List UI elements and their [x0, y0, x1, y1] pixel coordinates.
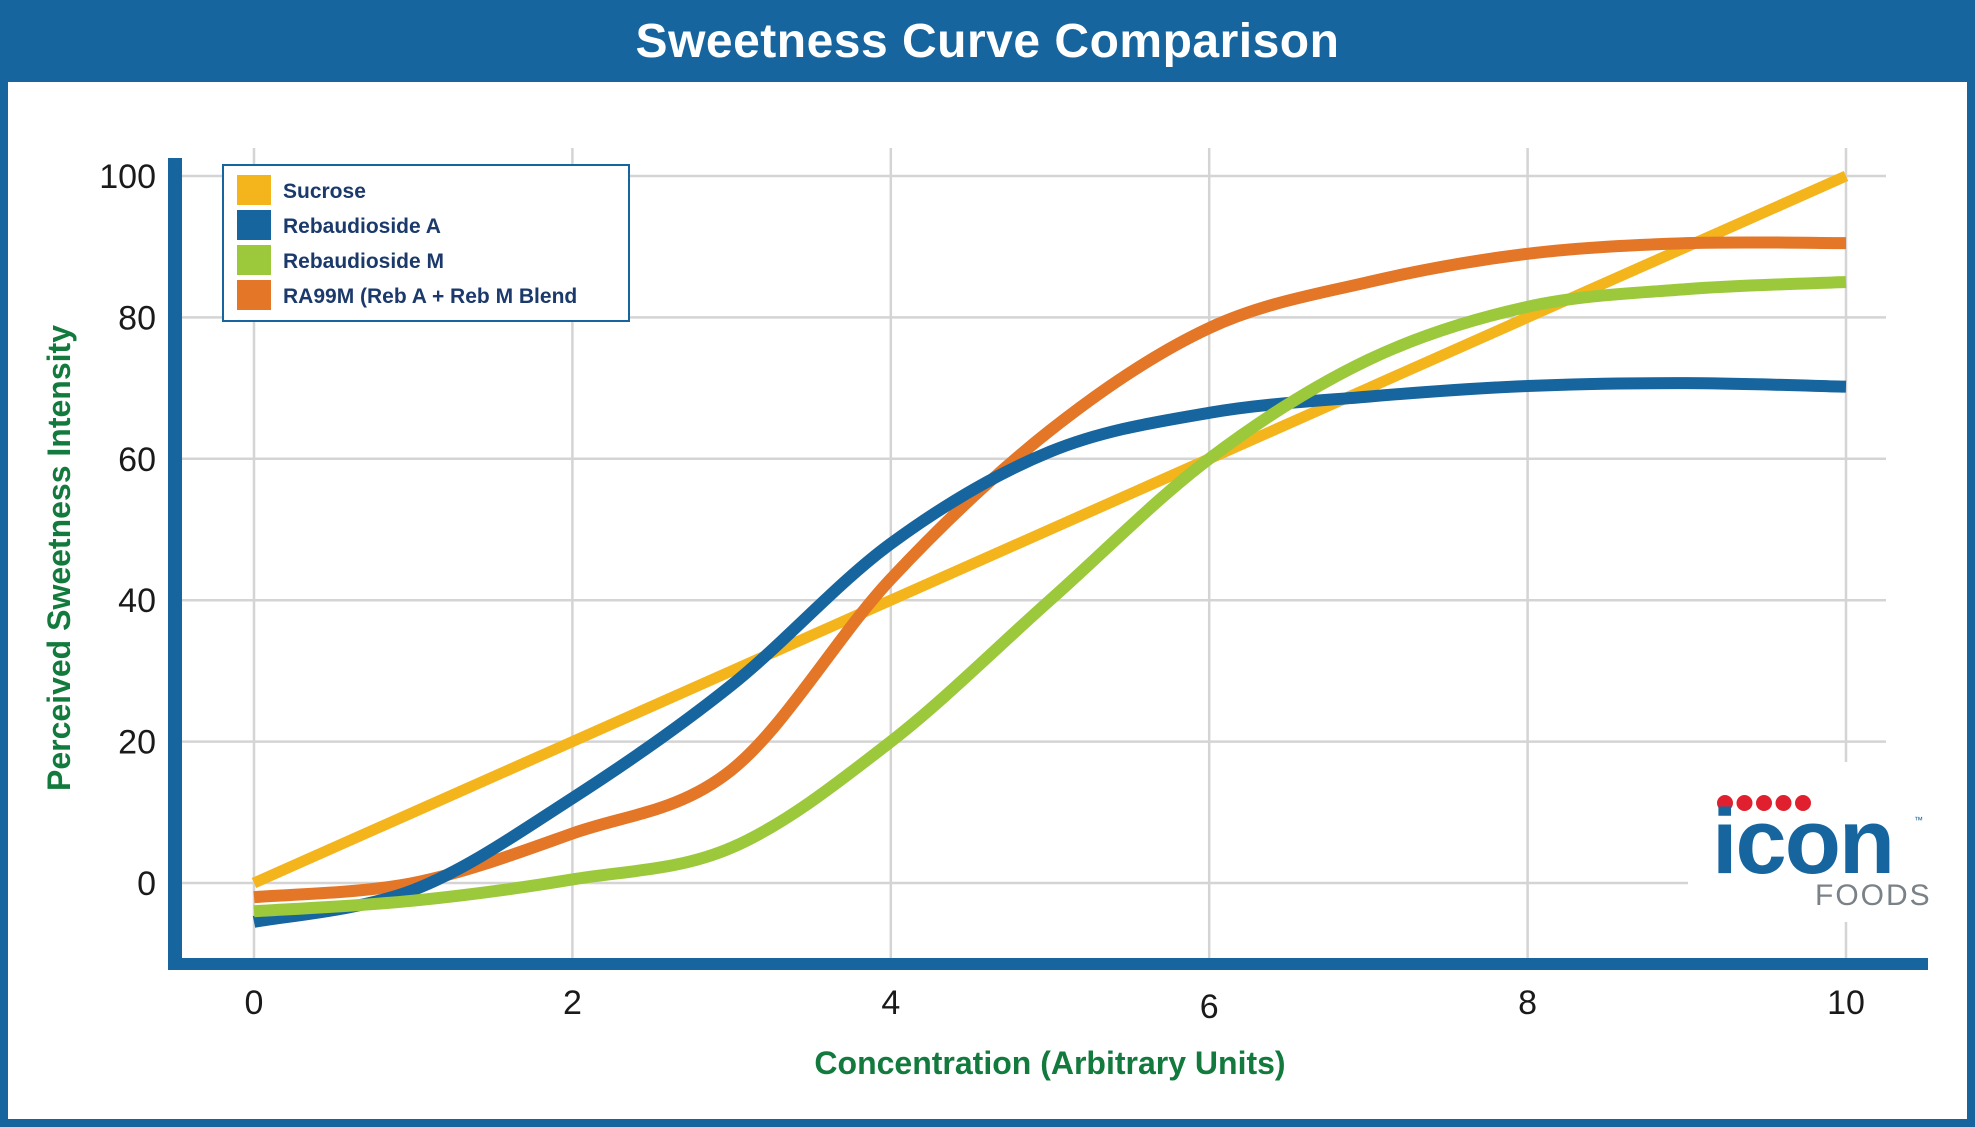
logo-word: icon: [1712, 791, 1893, 893]
legend-label: Sucrose: [283, 180, 366, 203]
logo-backdrop: [1688, 762, 1928, 922]
legend-label: Rebaudioside M: [283, 250, 444, 273]
chart-title: Sweetness Curve Comparison: [635, 14, 1340, 68]
legend-label: Rebaudioside A: [283, 215, 441, 238]
logo-trademark: ™: [1914, 815, 1923, 825]
series-lines: [251, 170, 1849, 928]
y-axis-line: [168, 158, 182, 970]
legend-box: [222, 164, 630, 322]
y-tick-label: 100: [99, 158, 156, 196]
title-bar: Sweetness Curve Comparison: [0, 0, 1975, 82]
y-tick-label: 60: [118, 441, 156, 479]
logo-dots: [1717, 795, 1811, 811]
logo-dot: [1717, 795, 1733, 811]
y-tick-labels: 0 20 40 60 80 100: [99, 158, 156, 903]
legend-label: RA99M (Reb A + Reb M Blend: [283, 285, 577, 308]
legend-swatch: [237, 210, 271, 240]
axes: [168, 158, 1928, 970]
x-tick-label: 10: [1827, 984, 1865, 1022]
legend-swatch: [237, 175, 271, 205]
series-line-rebaudioside-a: [252, 377, 1847, 928]
legend: Sucrose Rebaudioside A Rebaudioside M RA99M…: [222, 164, 630, 322]
series-line-ra99m-reb-a-reb-m-blend: [253, 236, 1847, 904]
logo-dot: [1736, 795, 1753, 811]
x-tick-label: 0: [245, 984, 264, 1022]
x-tick-label: 6: [1200, 988, 1219, 1026]
logo-foods: FOODS: [1815, 879, 1932, 912]
x-tick-label: 4: [881, 984, 900, 1022]
series-line-rebaudioside-m: [253, 276, 1847, 918]
legend-swatch: [237, 245, 271, 275]
x-axis-title: Concentration (Arbitrary Units): [814, 1045, 1285, 1081]
y-axis-title: Perceived Sweetness Intensity: [41, 325, 77, 791]
icon-foods-logo: icon ™ FOODS: [1688, 762, 1932, 922]
y-tick-label: 80: [118, 299, 156, 337]
legend-swatch: [237, 280, 271, 310]
logo-dot: [1775, 795, 1792, 811]
logo-dot: [1795, 795, 1811, 811]
logo-dot: [1756, 795, 1772, 811]
x-tick-label: 8: [1518, 984, 1537, 1022]
x-tick-label: 2: [563, 984, 582, 1022]
y-tick-label: 40: [118, 582, 156, 620]
y-tick-label: 0: [137, 865, 156, 903]
x-tick-labels: 0 2 4 6 8 10: [245, 984, 1865, 1026]
x-axis-line: [168, 958, 1928, 970]
y-tick-label: 20: [118, 724, 156, 762]
